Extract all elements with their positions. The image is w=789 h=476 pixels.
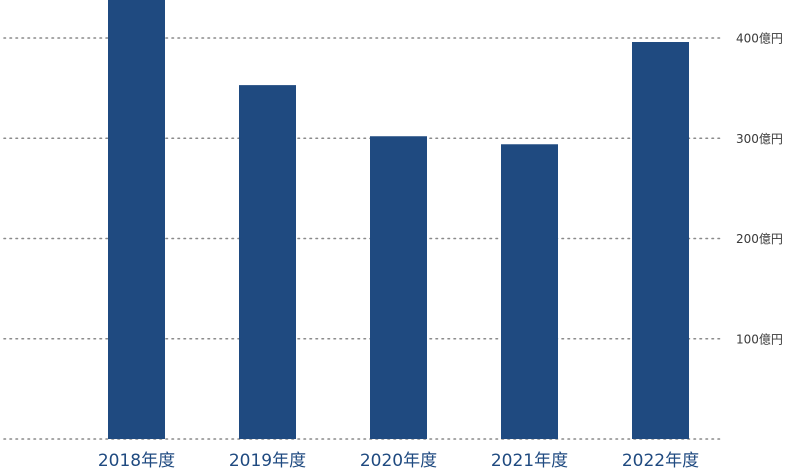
- y-tick-label: 200億円: [736, 232, 783, 246]
- x-tick-labels: 2018年度 2019年度 2020年度 2021年度 2022年度: [98, 451, 699, 471]
- y-tick-label: 400億円: [736, 32, 783, 46]
- y-tick-label: 100億円: [736, 332, 783, 346]
- bar-2019年度: [239, 85, 296, 440]
- bar-2021年度: [501, 144, 558, 439]
- x-tick-label: 2019年度: [229, 451, 306, 471]
- y-tick-labels: 100億円 200億円 300億円 400億円: [736, 32, 783, 347]
- x-tick-label: 2018年度: [98, 451, 175, 471]
- bar-2020年度: [370, 136, 427, 439]
- x-tick-label: 2022年度: [622, 451, 699, 471]
- x-tick-label: 2020年度: [360, 451, 437, 471]
- bar-2022年度: [632, 42, 689, 439]
- y-tick-label: 300億円: [736, 132, 783, 146]
- x-tick-label: 2021年度: [491, 451, 568, 471]
- bar-2018年度: [108, 0, 165, 440]
- bars: [108, 0, 689, 440]
